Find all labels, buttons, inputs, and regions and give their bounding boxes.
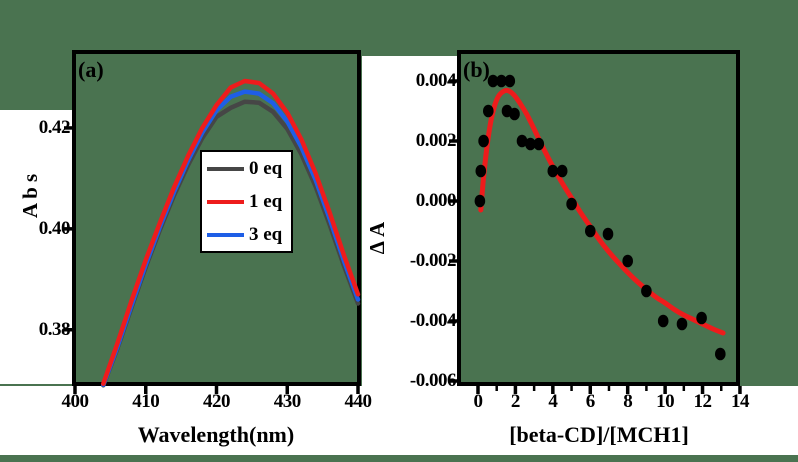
- scatter-point: [602, 227, 614, 241]
- panel-b-x-tick-label: 14: [730, 391, 750, 412]
- panel-b-y-tick-label: -0.004: [409, 310, 457, 331]
- panel-a-x-tick-label: 410: [132, 391, 160, 412]
- left-margin-background: [0, 110, 74, 384]
- legend-label-3eq: 3 eq: [249, 224, 283, 245]
- panel-b-y-tick-label: -0.006: [409, 370, 457, 391]
- scatter-point: [547, 164, 559, 178]
- panel-a-x-tick-label: 430: [273, 391, 302, 412]
- panel-b-x-tick-label: 6: [585, 391, 596, 412]
- panel-a-x-tick-label: 440: [344, 391, 373, 412]
- panel-b-xaxis-title: [beta-CD]/[MCH1]: [509, 422, 689, 447]
- scatter-point: [556, 164, 568, 178]
- bottom-margin-background: [0, 386, 798, 455]
- panel-a-label: (a): [78, 57, 104, 82]
- panel-a-spines: [72, 50, 361, 386]
- scatter-point: [516, 134, 528, 148]
- panel-a-xaxis-title: Wavelength(nm): [137, 422, 295, 447]
- legend-line-1eq: [207, 199, 244, 204]
- legend-line-0eq: [207, 166, 244, 171]
- scatter-point: [696, 311, 707, 325]
- panel-b-x-tick-label: 2: [510, 391, 521, 412]
- legend-line-3eq: [207, 232, 244, 237]
- panel-b-y-tick-label: 0.002: [415, 130, 457, 151]
- panel-a-y-tick-label: 0.42: [38, 116, 71, 138]
- scatter-point: [478, 134, 489, 148]
- scatter-point: [474, 194, 486, 208]
- scatter-point: [676, 317, 688, 331]
- panel-b-label: (b): [463, 57, 490, 82]
- panel-a-y-tick-label: 0.40: [38, 217, 71, 239]
- panel-a-x-tick-label: 400: [61, 391, 89, 412]
- panel-a-x-tick-label: 420: [203, 391, 231, 412]
- legend-label-1eq: 1 eq: [249, 191, 283, 212]
- panel-b-x-tick-label: 8: [623, 391, 633, 412]
- scatter-point: [657, 314, 669, 328]
- scatter-point: [483, 104, 494, 118]
- legend-entry-3eq: 3 eq: [207, 225, 291, 244]
- legend-entry-1eq: 1 eq: [207, 192, 291, 211]
- scatter-point: [509, 107, 520, 121]
- panel-a-yaxis-title: A b s: [18, 173, 42, 219]
- scatter-point: [475, 164, 487, 178]
- panel-b-x-tick-label: 10: [656, 391, 675, 412]
- scatter-point: [496, 74, 507, 88]
- scatter-point: [533, 137, 545, 151]
- panel-b-x-tick-label: 0: [473, 391, 483, 412]
- legend-box: 0 eq 1 eq 3 eq: [200, 150, 293, 253]
- scatter-point: [622, 254, 633, 268]
- panel-b-x-tick-label: 4: [548, 391, 558, 412]
- spectrum-line-1eq: [101, 78, 361, 386]
- panel-b-y-tick-label: 0.000: [415, 190, 457, 211]
- scatter-point: [566, 197, 577, 211]
- panel-b-spines: [457, 50, 740, 386]
- scatter-point: [487, 74, 499, 88]
- legend-entry-0eq: 0 eq: [207, 159, 291, 178]
- scatter-point: [715, 347, 726, 361]
- scatter-point: [504, 74, 516, 88]
- panel-b-y-tick-label: -0.002: [409, 250, 457, 271]
- panel-b-y-tick-label: 0.004: [415, 70, 457, 91]
- panel-a-y-tick-label: 0.38: [38, 318, 71, 340]
- scatter-point: [641, 284, 652, 298]
- panel-b-x-tick-label: 12: [693, 391, 713, 412]
- scatter-point: [525, 137, 536, 151]
- middle-margin-background: [362, 56, 458, 390]
- legend-label-0eq: 0 eq: [249, 158, 283, 179]
- fit-curve: [478, 87, 726, 336]
- scatter-point: [585, 224, 596, 238]
